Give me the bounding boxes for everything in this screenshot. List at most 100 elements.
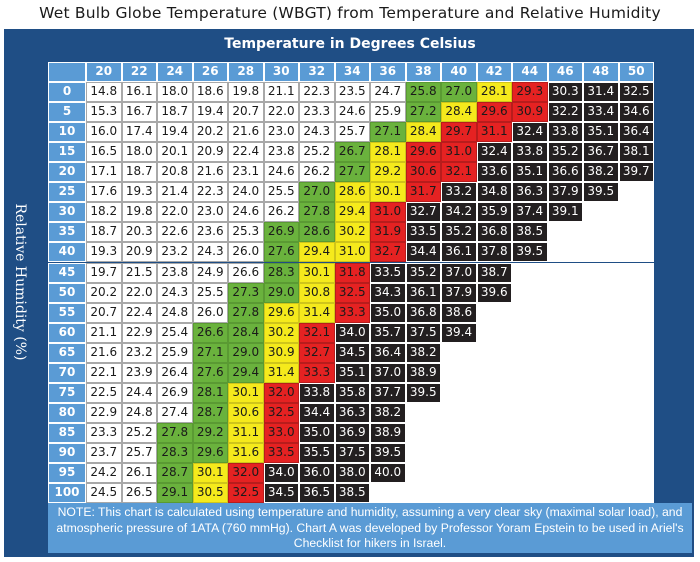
- wbgt-cell: 30.2: [263, 322, 299, 343]
- wbgt-cell: [547, 442, 583, 463]
- wbgt-cell: 16.5: [86, 142, 122, 163]
- wbgt-cell: 36.7: [583, 142, 619, 163]
- wbgt-cell: 29.4: [228, 362, 264, 383]
- wbgt-cell: 31.4: [299, 302, 335, 323]
- wbgt-cell: [547, 302, 583, 323]
- wbgt-cell: [476, 463, 512, 484]
- wbgt-cell: 20.1: [157, 142, 193, 163]
- wbgt-cell: [512, 282, 548, 303]
- wbgt-cell: 25.3: [228, 222, 264, 243]
- wbgt-cell: [547, 322, 583, 343]
- wbgt-cell: [547, 382, 583, 403]
- wbgt-cell: 22.4: [121, 302, 157, 323]
- wbgt-cell: 25.4: [157, 322, 193, 343]
- wbgt-cell: 36.1: [405, 282, 441, 303]
- wbgt-cell: [512, 362, 548, 383]
- wbgt-cell: 32.5: [618, 82, 654, 103]
- wbgt-cell: 28.1: [476, 82, 512, 103]
- wbgt-cell: 27.7: [334, 162, 370, 183]
- wbgt-cell: [618, 342, 654, 363]
- wbgt-cell: 22.0: [157, 202, 193, 223]
- wbgt-cell: 19.7: [86, 262, 122, 283]
- wbgt-cell: 33.8: [512, 142, 548, 163]
- wbgt-cell: 23.7: [86, 442, 122, 463]
- wbgt-cell: 31.6: [228, 442, 264, 463]
- wbgt-cell: [618, 483, 654, 504]
- temperature-header-20: 20: [86, 62, 122, 83]
- wbgt-cell: [583, 342, 619, 363]
- wbgt-cell: [583, 262, 619, 283]
- wbgt-cell: [547, 222, 583, 243]
- wbgt-cell: 35.1: [334, 362, 370, 383]
- wbgt-cell: 35.1: [512, 162, 548, 183]
- wbgt-cell: [618, 302, 654, 323]
- wbgt-cell: 24.3: [157, 282, 193, 303]
- temperature-header-26: 26: [192, 62, 228, 83]
- wbgt-cell: 25.8: [405, 82, 441, 103]
- wbgt-cell: 30.9: [263, 342, 299, 363]
- wbgt-cell: [583, 222, 619, 243]
- wbgt-cell: 24.8: [157, 302, 193, 323]
- wbgt-cell: 39.7: [618, 162, 654, 183]
- wbgt-cell: [583, 483, 619, 504]
- wbgt-cell: [405, 402, 441, 423]
- wbgt-cell: 35.0: [370, 302, 406, 323]
- wbgt-cell: [476, 442, 512, 463]
- wbgt-cell: 28.6: [334, 182, 370, 203]
- wbgt-cell: 14.8: [86, 82, 122, 103]
- wbgt-cell: [441, 442, 477, 463]
- wbgt-cell: 20.7: [228, 102, 264, 123]
- wbgt-cell: 30.1: [370, 182, 406, 203]
- wbgt-cell: 31.0: [441, 142, 477, 163]
- wbgt-cell: 25.2: [299, 142, 335, 163]
- wbgt-cell: [441, 382, 477, 403]
- wbgt-cell: 29.2: [192, 422, 228, 443]
- wbgt-cell: 28.3: [157, 442, 193, 463]
- wbgt-cell: 30.6: [228, 402, 264, 423]
- wbgt-cell: [405, 422, 441, 443]
- wbgt-cell: 25.7: [334, 122, 370, 143]
- wbgt-cell: 23.8: [157, 262, 193, 283]
- wbgt-cell: 31.8: [334, 262, 370, 283]
- wbgt-cell: 33.6: [476, 162, 512, 183]
- wbgt-cell: 20.2: [192, 122, 228, 143]
- wbgt-cell: 30.5: [192, 483, 228, 504]
- wbgt-cell: [583, 442, 619, 463]
- wbgt-cell: 35.2: [405, 262, 441, 283]
- wbgt-cell: 29.6: [476, 102, 512, 123]
- wbgt-cell: 29.0: [228, 342, 264, 363]
- wbgt-cell: 18.7: [157, 102, 193, 123]
- wbgt-cell: 20.9: [192, 142, 228, 163]
- humidity-header-95: 95: [48, 463, 86, 484]
- wbgt-cell: [476, 302, 512, 323]
- wbgt-cell: [583, 463, 619, 484]
- wbgt-cell: [583, 402, 619, 423]
- wbgt-cell: [476, 483, 512, 504]
- wbgt-cell: 25.5: [192, 282, 228, 303]
- wbgt-cell: 18.0: [157, 82, 193, 103]
- wbgt-cell: [512, 302, 548, 323]
- wbgt-cell: 32.1: [299, 322, 335, 343]
- wbgt-cell: 26.6: [192, 322, 228, 343]
- wbgt-cell: 24.7: [370, 82, 406, 103]
- wbgt-cell: 26.7: [334, 142, 370, 163]
- wbgt-cell: 26.1: [121, 463, 157, 484]
- humidity-header-85: 85: [48, 422, 86, 443]
- wbgt-cell: 40.0: [370, 463, 406, 484]
- wbgt-cell: 33.8: [299, 382, 335, 403]
- wbgt-cell: 34.4: [405, 242, 441, 263]
- wbgt-cell: 18.0: [121, 142, 157, 163]
- wbgt-cell: 24.0: [228, 182, 264, 203]
- wbgt-cell: 36.5: [299, 483, 335, 504]
- temperature-header-42: 42: [476, 62, 512, 83]
- wbgt-cell: 20.7: [86, 302, 122, 323]
- wbgt-cell: [405, 463, 441, 484]
- wbgt-cell: 16.7: [121, 102, 157, 123]
- humidity-header-90: 90: [48, 442, 86, 463]
- wbgt-cell: 18.7: [86, 222, 122, 243]
- wbgt-cell: 27.2: [405, 102, 441, 123]
- wbgt-cell: 34.0: [334, 322, 370, 343]
- wbgt-cell: 38.1: [618, 142, 654, 163]
- wbgt-cell: [476, 362, 512, 383]
- humidity-axis-title: Relative Humidity (%): [12, 203, 28, 361]
